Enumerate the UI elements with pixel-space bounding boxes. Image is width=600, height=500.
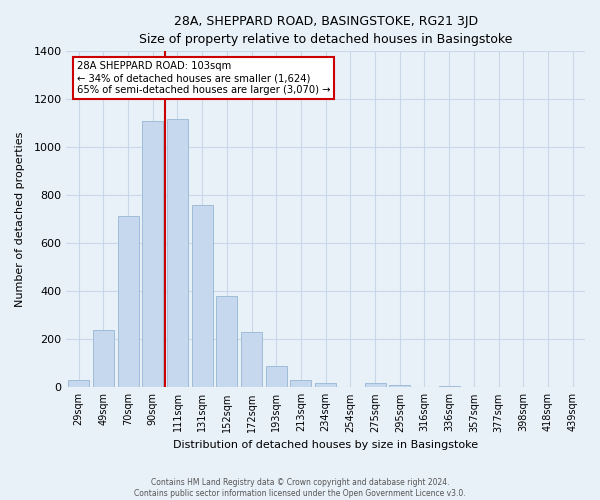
Text: Contains HM Land Registry data © Crown copyright and database right 2024.
Contai: Contains HM Land Registry data © Crown c… (134, 478, 466, 498)
Bar (290, 380, 311, 388)
Bar (93, 330, 114, 388)
Bar (241, 332, 262, 388)
Bar (142, 121, 163, 388)
Bar (118, 216, 139, 388)
Bar (439, 386, 460, 388)
Bar (365, 382, 386, 388)
Bar (68, 380, 89, 388)
Bar (266, 366, 287, 388)
Text: 28A SHEPPARD ROAD: 103sqm
← 34% of detached houses are smaller (1,624)
65% of se: 28A SHEPPARD ROAD: 103sqm ← 34% of detac… (77, 62, 330, 94)
Bar (217, 296, 238, 388)
Y-axis label: Number of detached properties: Number of detached properties (15, 132, 25, 307)
Bar (191, 205, 212, 388)
Title: 28A, SHEPPARD ROAD, BASINGSTOKE, RG21 3JD
Size of property relative to detached : 28A, SHEPPARD ROAD, BASINGSTOKE, RG21 3J… (139, 15, 512, 46)
Bar (315, 382, 336, 388)
X-axis label: Distribution of detached houses by size in Basingstoke: Distribution of detached houses by size … (173, 440, 478, 450)
Bar (389, 385, 410, 388)
Bar (167, 118, 188, 388)
